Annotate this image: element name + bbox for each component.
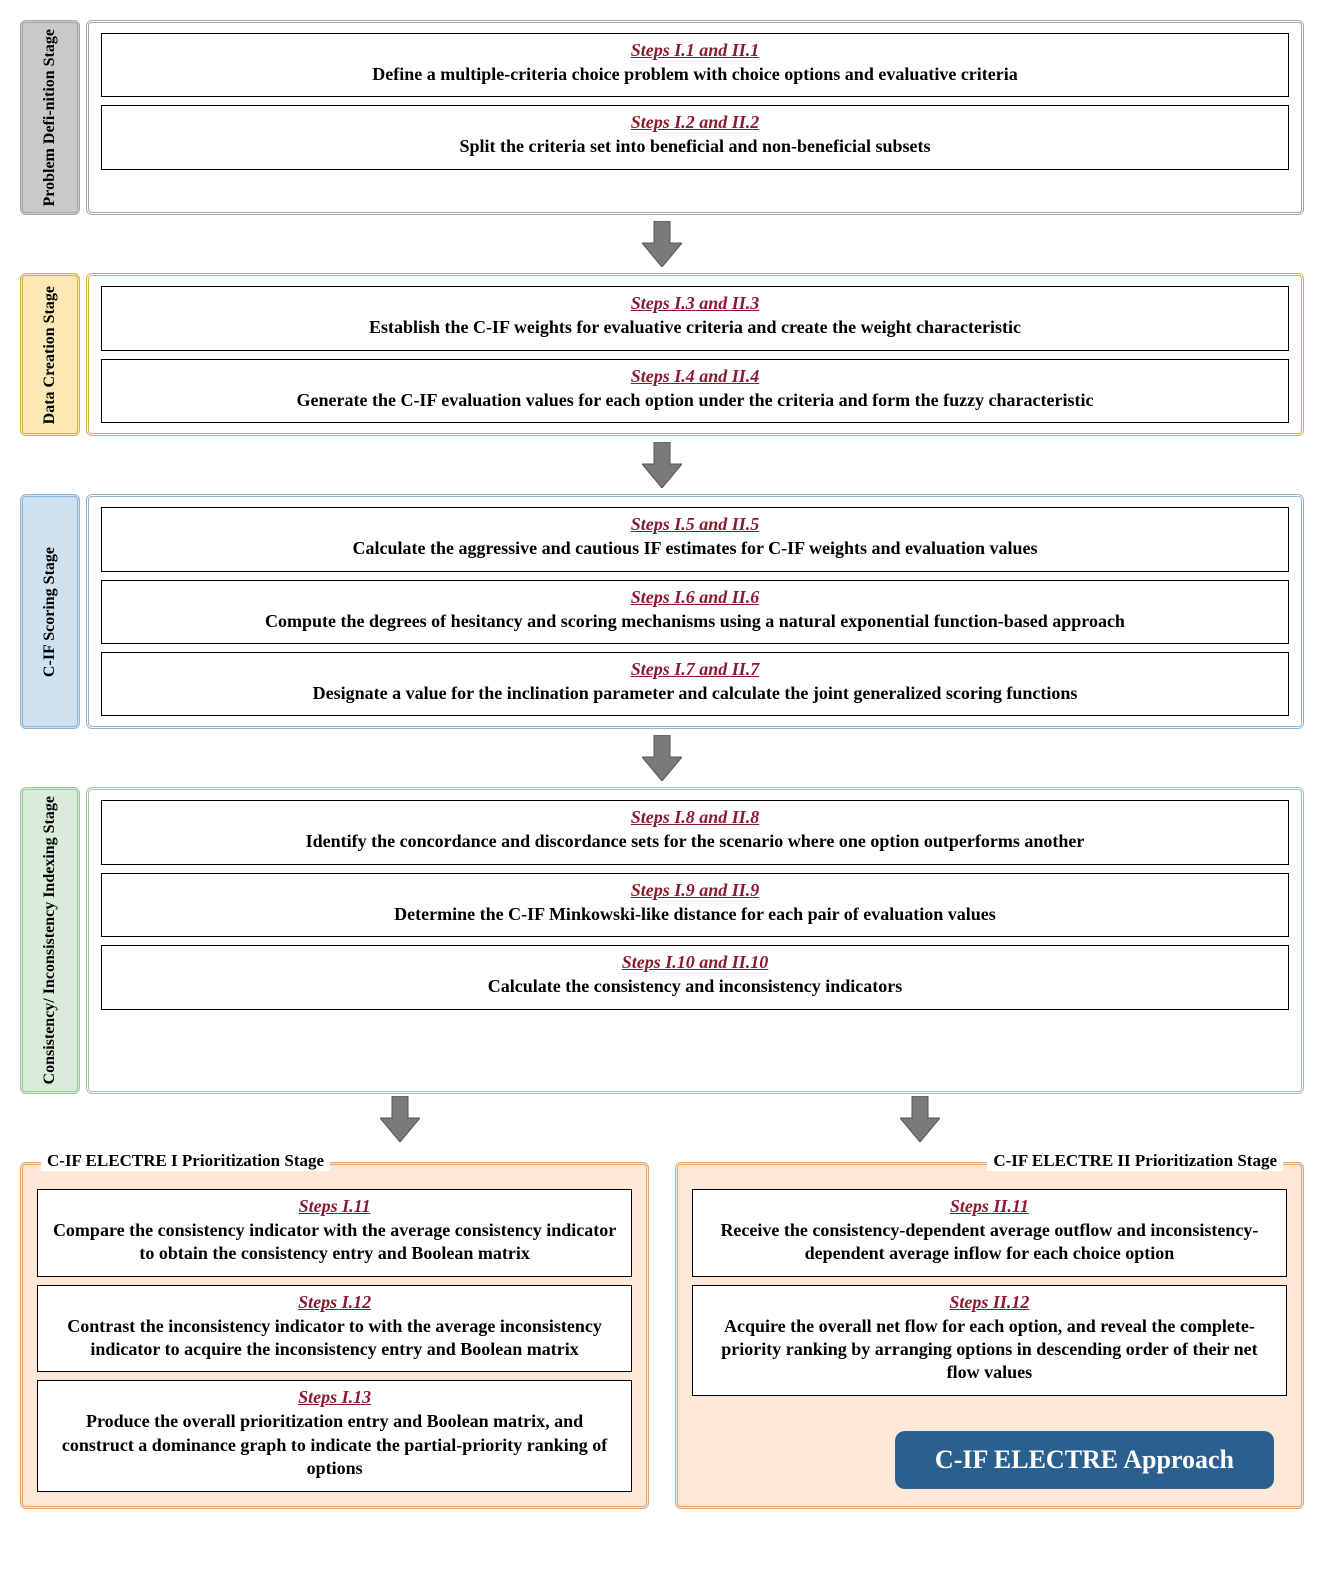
stage-label: C-IF Scoring Stage [39,541,61,683]
arrow-down-icon [20,442,1304,488]
step-box: Steps I.13 Produce the overall prioritiz… [37,1380,632,1491]
stage-label: Data Creation Stage [39,280,61,430]
step-title: Steps I.10 and II.10 [116,952,1274,973]
step-title: Steps I.11 [52,1196,617,1217]
stage-label-cell: C-IF Scoring Stage [20,494,80,729]
step-box: Steps I.3 and II.3 Establish the C-IF we… [101,286,1289,350]
step-desc: Produce the overall prioritization entry… [52,1410,617,1480]
stage-row: Problem Defi-nition Stage Steps I.1 and … [20,20,1304,215]
step-desc: Compare the consistency indicator with t… [52,1219,617,1266]
step-title: Steps I.1 and II.1 [116,40,1274,61]
branch-right-legend: C-IF ELECTRE II Prioritization Stage [987,1151,1283,1171]
stage-row: C-IF Scoring Stage Steps I.5 and II.5 Ca… [20,494,1304,729]
step-title: Steps I.4 and II.4 [116,366,1274,387]
stage-body: Steps I.3 and II.3 Establish the C-IF we… [86,273,1304,436]
stage-body: Steps I.5 and II.5 Calculate the aggress… [86,494,1304,729]
step-box: Steps I.8 and II.8 Identify the concorda… [101,800,1289,864]
step-title: Steps I.6 and II.6 [116,587,1274,608]
step-desc: Calculate the aggressive and cautious IF… [116,537,1274,560]
step-box: Steps I.9 and II.9 Determine the C-IF Mi… [101,873,1289,937]
step-title: Steps II.12 [707,1292,1272,1313]
step-title: Steps I.7 and II.7 [116,659,1274,680]
step-desc: Determine the C-IF Minkowski-like distan… [116,903,1274,926]
step-desc: Receive the consistency-dependent averag… [707,1219,1272,1266]
stage-label: Consistency/ Inconsistency Indexing Stag… [39,790,61,1090]
branch-left-legend: C-IF ELECTRE I Prioritization Stage [41,1151,330,1171]
step-desc: Generate the C-IF evaluation values for … [116,389,1274,412]
step-box: Steps I.7 and II.7 Designate a value for… [101,652,1289,716]
step-desc: Calculate the consistency and inconsiste… [116,975,1274,998]
step-desc: Acquire the overall net flow for each op… [707,1315,1272,1385]
step-title: Steps I.8 and II.8 [116,807,1274,828]
stage-body: Steps I.1 and II.1 Define a multiple-cri… [86,20,1304,215]
step-desc: Contrast the inconsistency indicator to … [52,1315,617,1362]
stage-label-cell: Data Creation Stage [20,273,80,436]
step-box: Steps I.4 and II.4 Generate the C-IF eva… [101,359,1289,423]
step-box: Steps I.11 Compare the consistency indic… [37,1189,632,1277]
step-title: Steps I.3 and II.3 [116,293,1274,314]
stage-label-cell: Problem Defi-nition Stage [20,20,80,215]
step-title: Steps I.9 and II.9 [116,880,1274,901]
step-desc: Compute the degrees of hesitancy and sco… [116,610,1274,633]
arrow-down-right-icon [900,1096,940,1147]
step-box: Steps II.12 Acquire the overall net flow… [692,1285,1287,1396]
step-box: Steps I.2 and II.2 Split the criteria se… [101,105,1289,169]
step-box: Steps I.1 and II.1 Define a multiple-cri… [101,33,1289,97]
arrow-down-icon [20,221,1304,267]
step-box: Steps I.12 Contrast the inconsistency in… [37,1285,632,1373]
branch-left: C-IF ELECTRE I Prioritization Stage Step… [20,1162,649,1509]
step-title: Steps II.11 [707,1196,1272,1217]
stage-row: Data Creation Stage Steps I.3 and II.3 E… [20,273,1304,436]
stage-label: Problem Defi-nition Stage [39,23,61,212]
arrow-down-icon [20,735,1304,781]
stage-row: Consistency/ Inconsistency Indexing Stag… [20,787,1304,1093]
step-desc: Establish the C-IF weights for evaluativ… [116,316,1274,339]
step-title: Steps I.13 [52,1387,617,1408]
step-desc: Split the criteria set into beneficial a… [116,135,1274,158]
step-title: Steps I.5 and II.5 [116,514,1274,535]
step-box: Steps II.11 Receive the consistency-depe… [692,1189,1287,1277]
stage-label-cell: Consistency/ Inconsistency Indexing Stag… [20,787,80,1093]
step-box: Steps I.5 and II.5 Calculate the aggress… [101,507,1289,571]
stage-body: Steps I.8 and II.8 Identify the concorda… [86,787,1304,1093]
approach-badge: C-IF ELECTRE Approach [895,1431,1274,1489]
step-desc: Define a multiple-criteria choice proble… [116,63,1274,86]
step-title: Steps I.2 and II.2 [116,112,1274,133]
step-box: Steps I.6 and II.6 Compute the degrees o… [101,580,1289,644]
step-title: Steps I.12 [52,1292,617,1313]
step-box: Steps I.10 and II.10 Calculate the consi… [101,945,1289,1009]
arrow-down-left-icon [380,1096,420,1147]
step-desc: Designate a value for the inclination pa… [116,682,1274,705]
step-desc: Identify the concordance and discordance… [116,830,1274,853]
